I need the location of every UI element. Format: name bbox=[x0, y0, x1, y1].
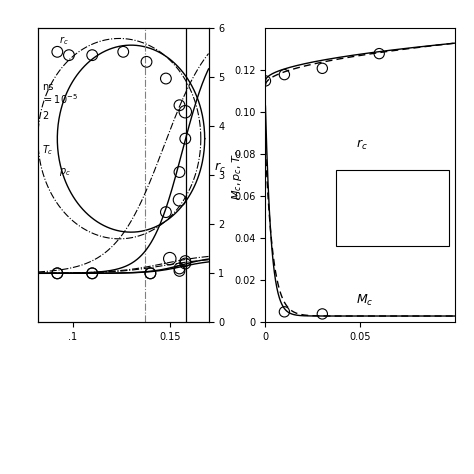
Point bbox=[166, 255, 173, 263]
Text: 2: 2 bbox=[42, 110, 48, 120]
Point bbox=[119, 48, 127, 55]
Point bbox=[182, 257, 189, 265]
Text: $M_c$: $M_c$ bbox=[356, 292, 374, 308]
Point bbox=[176, 267, 183, 275]
Point bbox=[54, 48, 61, 55]
Text: ns: ns bbox=[42, 82, 53, 92]
Point bbox=[281, 308, 288, 316]
Point bbox=[182, 260, 189, 267]
Point bbox=[375, 50, 383, 57]
Point bbox=[319, 310, 326, 318]
Point bbox=[176, 101, 183, 109]
Text: $T_c$: $T_c$ bbox=[42, 144, 54, 157]
Point bbox=[65, 51, 73, 59]
Point bbox=[89, 270, 96, 277]
Text: $p_c$: $p_c$ bbox=[59, 166, 71, 178]
Point bbox=[319, 64, 326, 72]
Point bbox=[176, 196, 183, 204]
Text: $r_c$: $r_c$ bbox=[356, 138, 368, 152]
Text: Dash : J: Dash : J bbox=[341, 225, 379, 235]
Point bbox=[146, 270, 154, 277]
Point bbox=[162, 75, 170, 82]
Text: $= 10^{-5}$: $= 10^{-5}$ bbox=[42, 92, 78, 106]
Point bbox=[182, 135, 189, 142]
Point bbox=[146, 270, 154, 277]
Point bbox=[89, 51, 96, 59]
Point bbox=[182, 108, 189, 116]
Text: $r_{cB} = 0.0$: $r_{cB} = 0.0$ bbox=[341, 187, 383, 201]
Point bbox=[54, 270, 61, 277]
Point bbox=[262, 77, 269, 85]
Point bbox=[162, 209, 170, 216]
Point bbox=[143, 58, 150, 65]
Text: O : Exa: O : Exa bbox=[341, 172, 376, 182]
Y-axis label: $r_c$: $r_c$ bbox=[214, 161, 226, 175]
Point bbox=[54, 270, 61, 277]
Point bbox=[89, 270, 96, 277]
Point bbox=[176, 264, 183, 272]
Point bbox=[176, 168, 183, 176]
Point bbox=[281, 71, 288, 78]
Text: $r_c$: $r_c$ bbox=[59, 34, 69, 47]
FancyBboxPatch shape bbox=[336, 170, 449, 246]
Text: Solid : J: Solid : J bbox=[341, 207, 377, 217]
Y-axis label: $M_c, p_c, T_c$: $M_c, p_c, T_c$ bbox=[230, 150, 244, 201]
